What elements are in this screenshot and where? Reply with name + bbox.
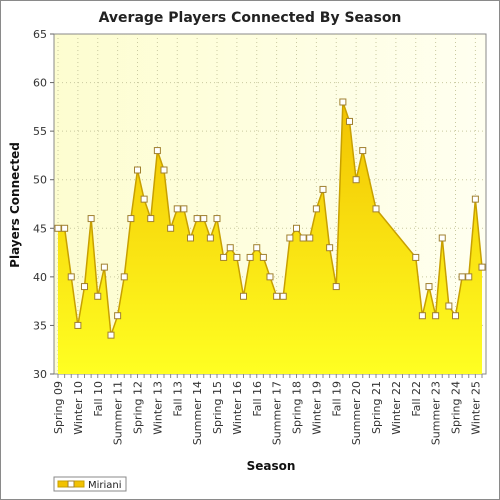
data-point bbox=[359, 147, 367, 155]
data-point bbox=[306, 234, 314, 242]
data-point bbox=[167, 224, 175, 232]
data-point bbox=[114, 312, 122, 320]
data-point bbox=[319, 185, 327, 193]
x-tick-label: Summer 23 bbox=[430, 381, 443, 445]
data-point bbox=[425, 283, 433, 291]
x-tick-label: Summer 14 bbox=[191, 381, 204, 445]
data-point bbox=[233, 253, 241, 261]
data-point bbox=[213, 215, 221, 223]
y-tick-label: 55 bbox=[33, 125, 47, 138]
data-point bbox=[412, 253, 420, 261]
x-tick-label: Spring 12 bbox=[132, 381, 145, 434]
data-point bbox=[246, 253, 254, 261]
data-point bbox=[445, 302, 453, 310]
data-point bbox=[273, 292, 281, 300]
data-point bbox=[458, 273, 466, 281]
data-point bbox=[332, 283, 340, 291]
data-point bbox=[67, 273, 75, 281]
data-point bbox=[465, 273, 473, 281]
data-point bbox=[452, 312, 459, 320]
data-point bbox=[187, 234, 194, 242]
data-point bbox=[372, 205, 380, 213]
x-tick-label: Summer 11 bbox=[112, 381, 125, 445]
y-axis-title: Players Connected bbox=[8, 142, 22, 268]
x-tick-label: Spring 21 bbox=[370, 381, 383, 434]
y-axis: 30 35 40 45 50 55 60 65 bbox=[33, 28, 54, 381]
x-tick-label: Winter 10 bbox=[72, 381, 85, 435]
data-point bbox=[266, 273, 274, 281]
data-point bbox=[120, 273, 128, 281]
data-point bbox=[107, 331, 115, 339]
data-point bbox=[226, 244, 234, 252]
data-point bbox=[160, 166, 168, 174]
data-point bbox=[471, 195, 479, 203]
x-tick-label: Spring 24 bbox=[450, 381, 463, 434]
series-markers bbox=[54, 98, 486, 339]
x-tick-label: Spring 09 bbox=[52, 381, 65, 434]
x-tick-label: Fall 16 bbox=[251, 381, 264, 417]
legend-marker bbox=[67, 480, 75, 488]
y-tick-label: 30 bbox=[33, 368, 47, 381]
data-point bbox=[140, 195, 148, 203]
data-point bbox=[193, 215, 201, 223]
data-point bbox=[259, 253, 267, 261]
data-point bbox=[326, 244, 334, 252]
data-point bbox=[61, 224, 69, 232]
x-tick-label: Winter 19 bbox=[310, 381, 323, 435]
legend: Miriani bbox=[53, 476, 127, 492]
x-tick-label: Fall 19 bbox=[330, 381, 343, 417]
data-point bbox=[299, 234, 307, 242]
x-tick-label: Summer 17 bbox=[271, 381, 284, 445]
data-point bbox=[438, 234, 446, 242]
x-tick-label: Winter 25 bbox=[469, 381, 482, 435]
data-point bbox=[220, 253, 228, 261]
data-point bbox=[346, 117, 353, 125]
y-tick-label: 65 bbox=[33, 28, 47, 41]
x-axis-title: Season bbox=[247, 459, 296, 473]
legend-label: Miriani bbox=[88, 480, 122, 491]
data-point bbox=[94, 292, 102, 300]
data-point bbox=[134, 166, 141, 174]
data-point bbox=[127, 215, 135, 223]
data-point bbox=[339, 98, 347, 106]
x-axis: Spring 09 Winter 10 Fall 10 Summer 11 Spring… bbox=[52, 374, 483, 445]
data-point bbox=[74, 321, 82, 329]
x-tick-label: Winter 16 bbox=[231, 381, 244, 435]
y-tick-label: 35 bbox=[33, 319, 47, 332]
x-tick-label: Fall 13 bbox=[171, 381, 184, 417]
x-tick-label: Spring 15 bbox=[211, 381, 224, 434]
data-point bbox=[312, 205, 320, 213]
x-tick-label: Fall 10 bbox=[92, 381, 105, 417]
x-tick-label: Fall 22 bbox=[410, 381, 423, 417]
data-point bbox=[253, 244, 261, 252]
data-point bbox=[418, 312, 426, 320]
data-point bbox=[352, 176, 360, 184]
data-point bbox=[81, 283, 88, 291]
data-point bbox=[432, 312, 440, 320]
data-point bbox=[54, 224, 62, 232]
x-tick-label: Winter 13 bbox=[151, 381, 164, 435]
x-tick-label: Winter 22 bbox=[390, 381, 403, 435]
data-point bbox=[200, 215, 208, 223]
data-point bbox=[100, 263, 108, 271]
data-point bbox=[240, 292, 247, 300]
data-point bbox=[478, 263, 486, 271]
data-point bbox=[173, 205, 181, 213]
data-point bbox=[206, 234, 214, 242]
x-tick-label: Summer 20 bbox=[350, 381, 363, 445]
y-tick-label: 40 bbox=[33, 271, 47, 284]
y-tick-label: 60 bbox=[33, 77, 47, 90]
data-point bbox=[180, 205, 188, 213]
x-tick-label: Spring 18 bbox=[291, 381, 304, 434]
data-point bbox=[153, 147, 161, 155]
data-point bbox=[87, 215, 95, 223]
chart-title: Average Players Connected By Season bbox=[99, 10, 402, 26]
data-point bbox=[147, 215, 155, 223]
data-point bbox=[286, 234, 294, 242]
y-tick-label: 50 bbox=[33, 174, 47, 187]
data-point bbox=[293, 224, 300, 232]
data-point bbox=[279, 292, 287, 300]
y-tick-label: 45 bbox=[33, 222, 47, 235]
